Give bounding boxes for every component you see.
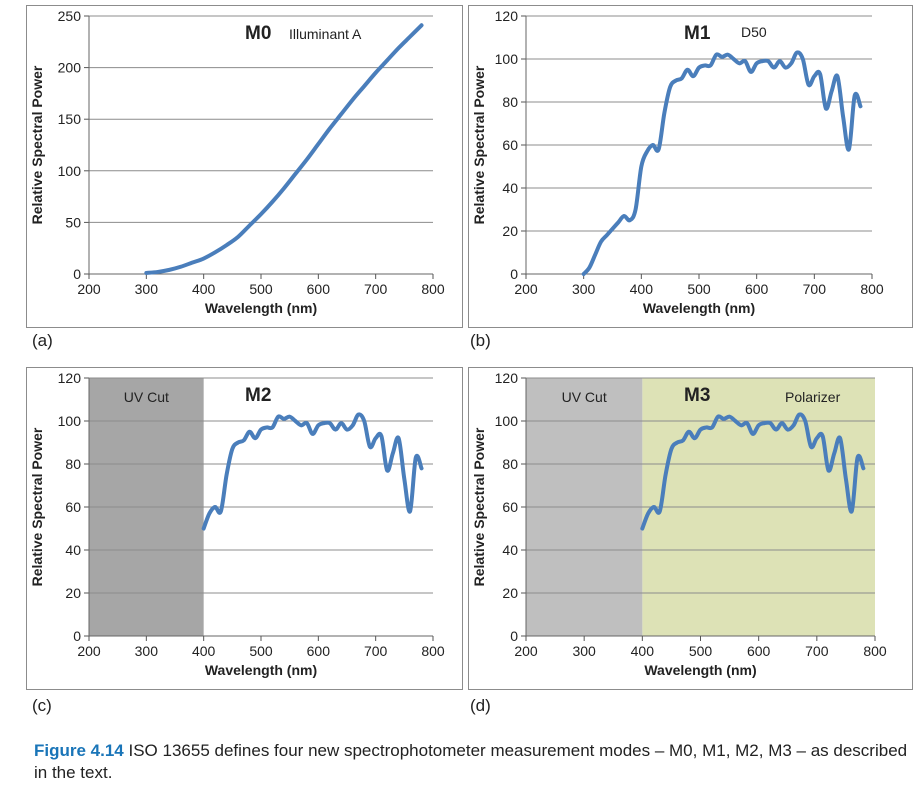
x-axis-title: Wavelength (nm) — [644, 662, 756, 678]
x-tick-label: 200 — [514, 281, 538, 297]
x-tick-label: 800 — [863, 643, 887, 659]
x-tick-label: 600 — [745, 281, 769, 297]
y-tick-label: 40 — [65, 542, 81, 558]
panel-label-a: (a) — [32, 331, 53, 350]
mode-label: M3 — [684, 385, 710, 406]
y-tick-label: 60 — [65, 499, 81, 515]
chart-svg-m0: 0 50 100 150 200 250 200 300 400 500 600 700 800 Wave… — [29, 8, 445, 316]
panel-label-d: (d) — [470, 696, 491, 715]
chart-panel-m1: 0 20 40 60 80 100 120 200 300 400 500 600 700 800 Wave… — [468, 5, 913, 328]
y-tick-label: 0 — [510, 628, 518, 644]
x-tick-label: 300 — [572, 643, 596, 659]
mode-label: M1 — [684, 23, 711, 44]
y-tick-label: 20 — [502, 585, 518, 601]
series-line — [581, 50, 863, 276]
x-tick-label: 500 — [689, 643, 713, 659]
illuminant-label: D50 — [741, 24, 767, 40]
mode-label: M0 — [245, 23, 271, 44]
y-tick-label: 60 — [502, 499, 518, 515]
y-tick-label: 120 — [495, 370, 519, 386]
illuminant-label: Illuminant A — [289, 26, 362, 42]
y-tick-label: 60 — [502, 137, 518, 153]
x-tick-label: 300 — [572, 281, 596, 297]
x-tick-label: 600 — [307, 281, 331, 297]
x-tick-label: 400 — [192, 281, 216, 297]
figure-caption-text: ISO 13655 defines four new spectrophotom… — [34, 741, 908, 782]
y-axis-title: Relative Spectral Power — [29, 427, 45, 586]
y-tick-label: 100 — [495, 51, 519, 67]
y-tick-label: 40 — [502, 542, 518, 558]
x-tick-label: 300 — [135, 643, 159, 659]
uv-cut-label: UV Cut — [562, 389, 607, 405]
y-tick-label: 40 — [502, 180, 518, 196]
y-tick-label: 120 — [495, 8, 519, 24]
x-tick-label: 800 — [421, 281, 445, 297]
x-axis-title: Wavelength (nm) — [205, 300, 317, 316]
mode-label: M2 — [245, 385, 271, 406]
chart-panel-m3: 0 20 40 60 80 100 120 200 300 400 500 600 700 800 Wave… — [468, 367, 913, 690]
polarizer-label: Polarizer — [785, 389, 841, 405]
x-tick-label: 800 — [421, 643, 445, 659]
y-tick-label: 100 — [495, 413, 519, 429]
figure-caption: Figure 4.14 ISO 13655 defines four new s… — [34, 740, 914, 784]
x-axis-title: Wavelength (nm) — [643, 300, 755, 316]
panel-label-c: (c) — [32, 696, 52, 715]
x-tick-label: 500 — [249, 281, 273, 297]
x-tick-label: 200 — [77, 643, 101, 659]
figure-caption-label: Figure 4.14 — [34, 741, 124, 760]
y-tick-label: 100 — [58, 163, 82, 179]
panel-label-b: (b) — [470, 331, 491, 350]
y-tick-label: 250 — [58, 8, 82, 24]
y-tick-label: 20 — [65, 585, 81, 601]
y-tick-label: 100 — [58, 413, 82, 429]
x-tick-label: 400 — [631, 643, 655, 659]
chart-svg-m2: 0 20 40 60 80 100 120 200 300 400 500 600 700 800 Wave… — [29, 370, 445, 678]
x-tick-label: 600 — [747, 643, 771, 659]
y-tick-label: 80 — [502, 94, 518, 110]
y-tick-label: 120 — [58, 370, 82, 386]
x-tick-label: 700 — [364, 281, 388, 297]
y-tick-label: 50 — [65, 214, 81, 230]
chart-svg-m3: 0 20 40 60 80 100 120 200 300 400 500 600 700 800 Wave… — [471, 370, 887, 678]
x-tick-label: 700 — [803, 281, 827, 297]
series-line — [144, 23, 424, 275]
x-tick-label: 200 — [77, 281, 101, 297]
x-tick-label: 300 — [135, 281, 159, 297]
chart-svg-m1: 0 20 40 60 80 100 120 200 300 400 500 600 700 800 Wave… — [471, 8, 884, 316]
y-tick-label: 20 — [502, 223, 518, 239]
x-axis-title: Wavelength (nm) — [205, 662, 317, 678]
y-tick-label: 0 — [73, 266, 81, 282]
series-line — [201, 412, 424, 531]
y-tick-label: 0 — [510, 266, 518, 282]
chart-panel-m0: 0 50 100 150 200 250 200 300 400 500 600 700 800 Wave… — [26, 5, 463, 328]
x-tick-label: 500 — [249, 643, 273, 659]
y-tick-label: 0 — [73, 628, 81, 644]
y-tick-label: 200 — [58, 60, 82, 76]
x-tick-label: 800 — [860, 281, 884, 297]
x-tick-label: 200 — [514, 643, 538, 659]
x-tick-label: 400 — [630, 281, 654, 297]
y-tick-label: 80 — [502, 456, 518, 472]
x-tick-label: 700 — [805, 643, 829, 659]
y-axis-title: Relative Spectral Power — [471, 427, 487, 586]
uv-cut-label: UV Cut — [124, 389, 169, 405]
chart-panel-m2: 0 20 40 60 80 100 120 200 300 400 500 600 700 800 Wave… — [26, 367, 463, 690]
x-tick-label: 400 — [192, 643, 216, 659]
y-axis-title: Relative Spectral Power — [29, 65, 45, 224]
y-axis-title: Relative Spectral Power — [471, 65, 487, 224]
x-tick-label: 500 — [687, 281, 711, 297]
y-tick-label: 150 — [58, 111, 82, 127]
x-tick-label: 700 — [364, 643, 388, 659]
y-tick-label: 80 — [65, 456, 81, 472]
x-tick-label: 600 — [307, 643, 331, 659]
